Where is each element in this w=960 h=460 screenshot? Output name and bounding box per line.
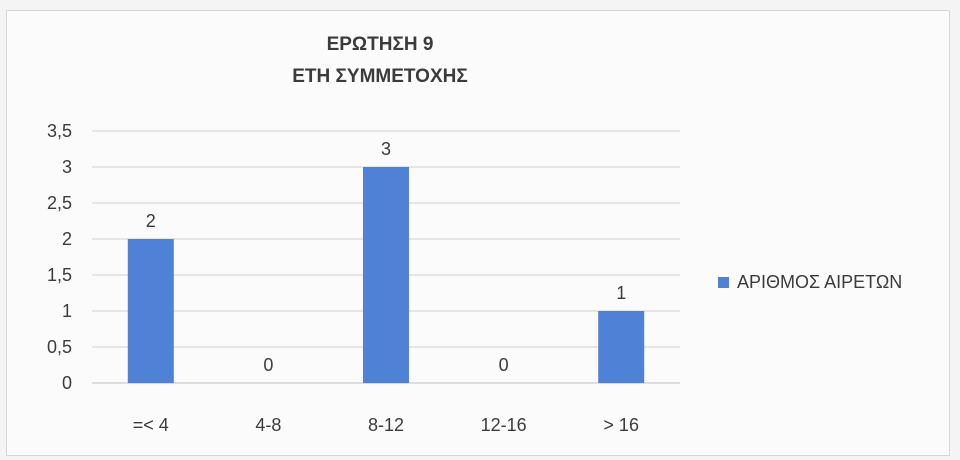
x-category-label: =< 4 bbox=[133, 415, 169, 435]
y-tick-label: 2,5 bbox=[47, 193, 72, 213]
y-tick-label: 0,5 bbox=[47, 337, 72, 357]
x-category-label: 4-8 bbox=[255, 415, 281, 435]
y-tick-label: 1,5 bbox=[47, 265, 72, 285]
data-label: 2 bbox=[146, 211, 156, 231]
y-tick-label: 1 bbox=[62, 301, 72, 321]
bar bbox=[598, 311, 644, 383]
chart-legend: ΑΡΙΘΜΟΣ ΑΙΡΕΤΩΝ bbox=[718, 272, 902, 293]
legend-swatch bbox=[718, 277, 729, 288]
y-tick-label: 3 bbox=[62, 157, 72, 177]
data-label: 0 bbox=[263, 355, 273, 375]
bar bbox=[363, 167, 409, 383]
data-label: 0 bbox=[499, 355, 509, 375]
data-label: 1 bbox=[616, 283, 626, 303]
x-category-label: 8-12 bbox=[368, 415, 404, 435]
y-tick-label: 0 bbox=[62, 373, 72, 393]
data-label: 3 bbox=[381, 139, 391, 159]
legend-label: ΑΡΙΘΜΟΣ ΑΙΡΕΤΩΝ bbox=[737, 272, 902, 293]
x-category-label: > 16 bbox=[603, 415, 639, 435]
bar bbox=[128, 239, 174, 383]
x-category-label: 12-16 bbox=[481, 415, 527, 435]
y-tick-label: 3,5 bbox=[47, 121, 72, 141]
y-tick-label: 2 bbox=[62, 229, 72, 249]
